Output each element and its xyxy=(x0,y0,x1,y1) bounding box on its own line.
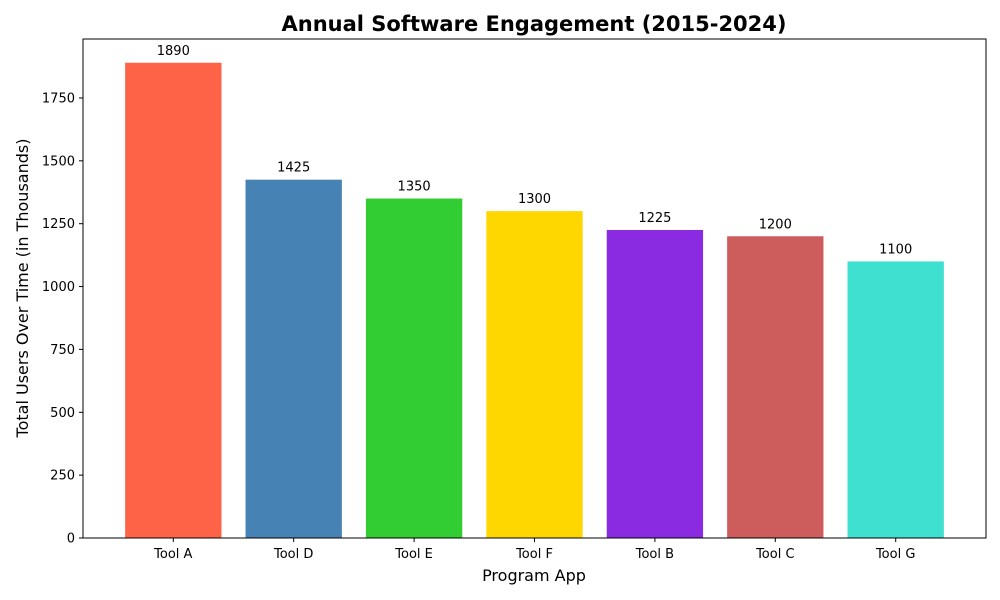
bar-value-label: 1225 xyxy=(638,211,671,226)
bar-tool-d xyxy=(245,179,342,538)
x-tick-label: Tool G xyxy=(875,547,915,562)
y-tick-label: 500 xyxy=(50,406,75,421)
y-tick-label: 250 xyxy=(50,469,75,484)
bar-value-label: 1100 xyxy=(879,242,912,257)
y-axis-title: Total Users Over Time (in Thousands) xyxy=(13,139,32,439)
bar-value-label: 1425 xyxy=(277,161,310,176)
bar-tool-c xyxy=(727,236,824,538)
x-tick-label: Tool E xyxy=(394,547,433,562)
bar-tool-a xyxy=(125,62,222,538)
bars-layer xyxy=(125,62,944,539)
plot-frame xyxy=(82,38,987,539)
y-tick-label: 0 xyxy=(67,532,75,547)
bar-value-label: 1890 xyxy=(157,44,190,59)
bar-tool-f xyxy=(486,211,583,538)
bar-value-label: 1200 xyxy=(759,217,792,232)
bar-tool-b xyxy=(606,229,704,539)
x-tick-label: Tool B xyxy=(635,547,674,562)
y-tick-label: 750 xyxy=(50,343,75,358)
bar-tool-g xyxy=(847,261,944,538)
chart-title: Annual Software Engagement (2015-2024) xyxy=(282,12,787,36)
y-tick-label: 1000 xyxy=(42,280,75,295)
x-tick-label: Tool A xyxy=(153,547,192,562)
x-axis: Tool A Tool D Tool E Tool F Tool B Tool C Tool… xyxy=(153,538,915,562)
bar-value-label: 1350 xyxy=(398,180,431,195)
x-tick-label: Tool D xyxy=(273,547,313,562)
y-tick-label: 1250 xyxy=(42,217,75,232)
bar-value-label: 1300 xyxy=(518,192,551,207)
x-tick-label: Tool C xyxy=(755,547,794,562)
x-axis-title: Program App xyxy=(482,566,586,585)
y-axis: 0 250 500 750 1000 1250 1500 1750 xyxy=(42,91,83,547)
bar-tool-e xyxy=(365,198,463,539)
bar-value-labels: 1890 1425 1350 1300 1225 1200 1100 xyxy=(157,44,912,258)
y-tick-label: 1500 xyxy=(42,154,75,169)
x-tick-label: Tool F xyxy=(515,547,553,562)
y-tick-label: 1750 xyxy=(42,91,75,106)
